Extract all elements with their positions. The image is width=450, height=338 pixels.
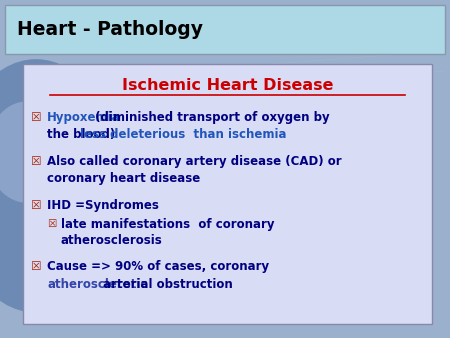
Text: ☒: ☒ <box>31 111 41 124</box>
Text: atherosclerosis: atherosclerosis <box>61 234 162 247</box>
Text: Hypoxemia: Hypoxemia <box>47 111 121 124</box>
Text: coronary heart disease: coronary heart disease <box>47 172 201 185</box>
Text: IHD =Syndromes: IHD =Syndromes <box>47 199 159 212</box>
Text: the blood): the blood) <box>47 128 120 141</box>
Text: ☒: ☒ <box>31 155 41 168</box>
Text: Cause => 90% of cases, coronary: Cause => 90% of cases, coronary <box>47 260 270 273</box>
Text: ☒: ☒ <box>31 199 41 212</box>
Text: ☒: ☒ <box>47 219 57 230</box>
Text: late manifestations  of coronary: late manifestations of coronary <box>61 218 274 231</box>
Text: less deleterious  than ischemia: less deleterious than ischemia <box>80 128 287 141</box>
Text: arterial obstruction: arterial obstruction <box>99 278 233 291</box>
Text: atherosclerotic: atherosclerotic <box>47 278 148 291</box>
Text: Ischemic Heart Disease: Ischemic Heart Disease <box>122 78 333 93</box>
Text: ☒: ☒ <box>31 260 41 273</box>
Text: Also called coronary artery disease (CAD) or: Also called coronary artery disease (CAD… <box>47 155 342 168</box>
Text: (diminished transport of oxygen by: (diminished transport of oxygen by <box>91 111 330 124</box>
Text: Heart - Pathology: Heart - Pathology <box>17 20 203 39</box>
